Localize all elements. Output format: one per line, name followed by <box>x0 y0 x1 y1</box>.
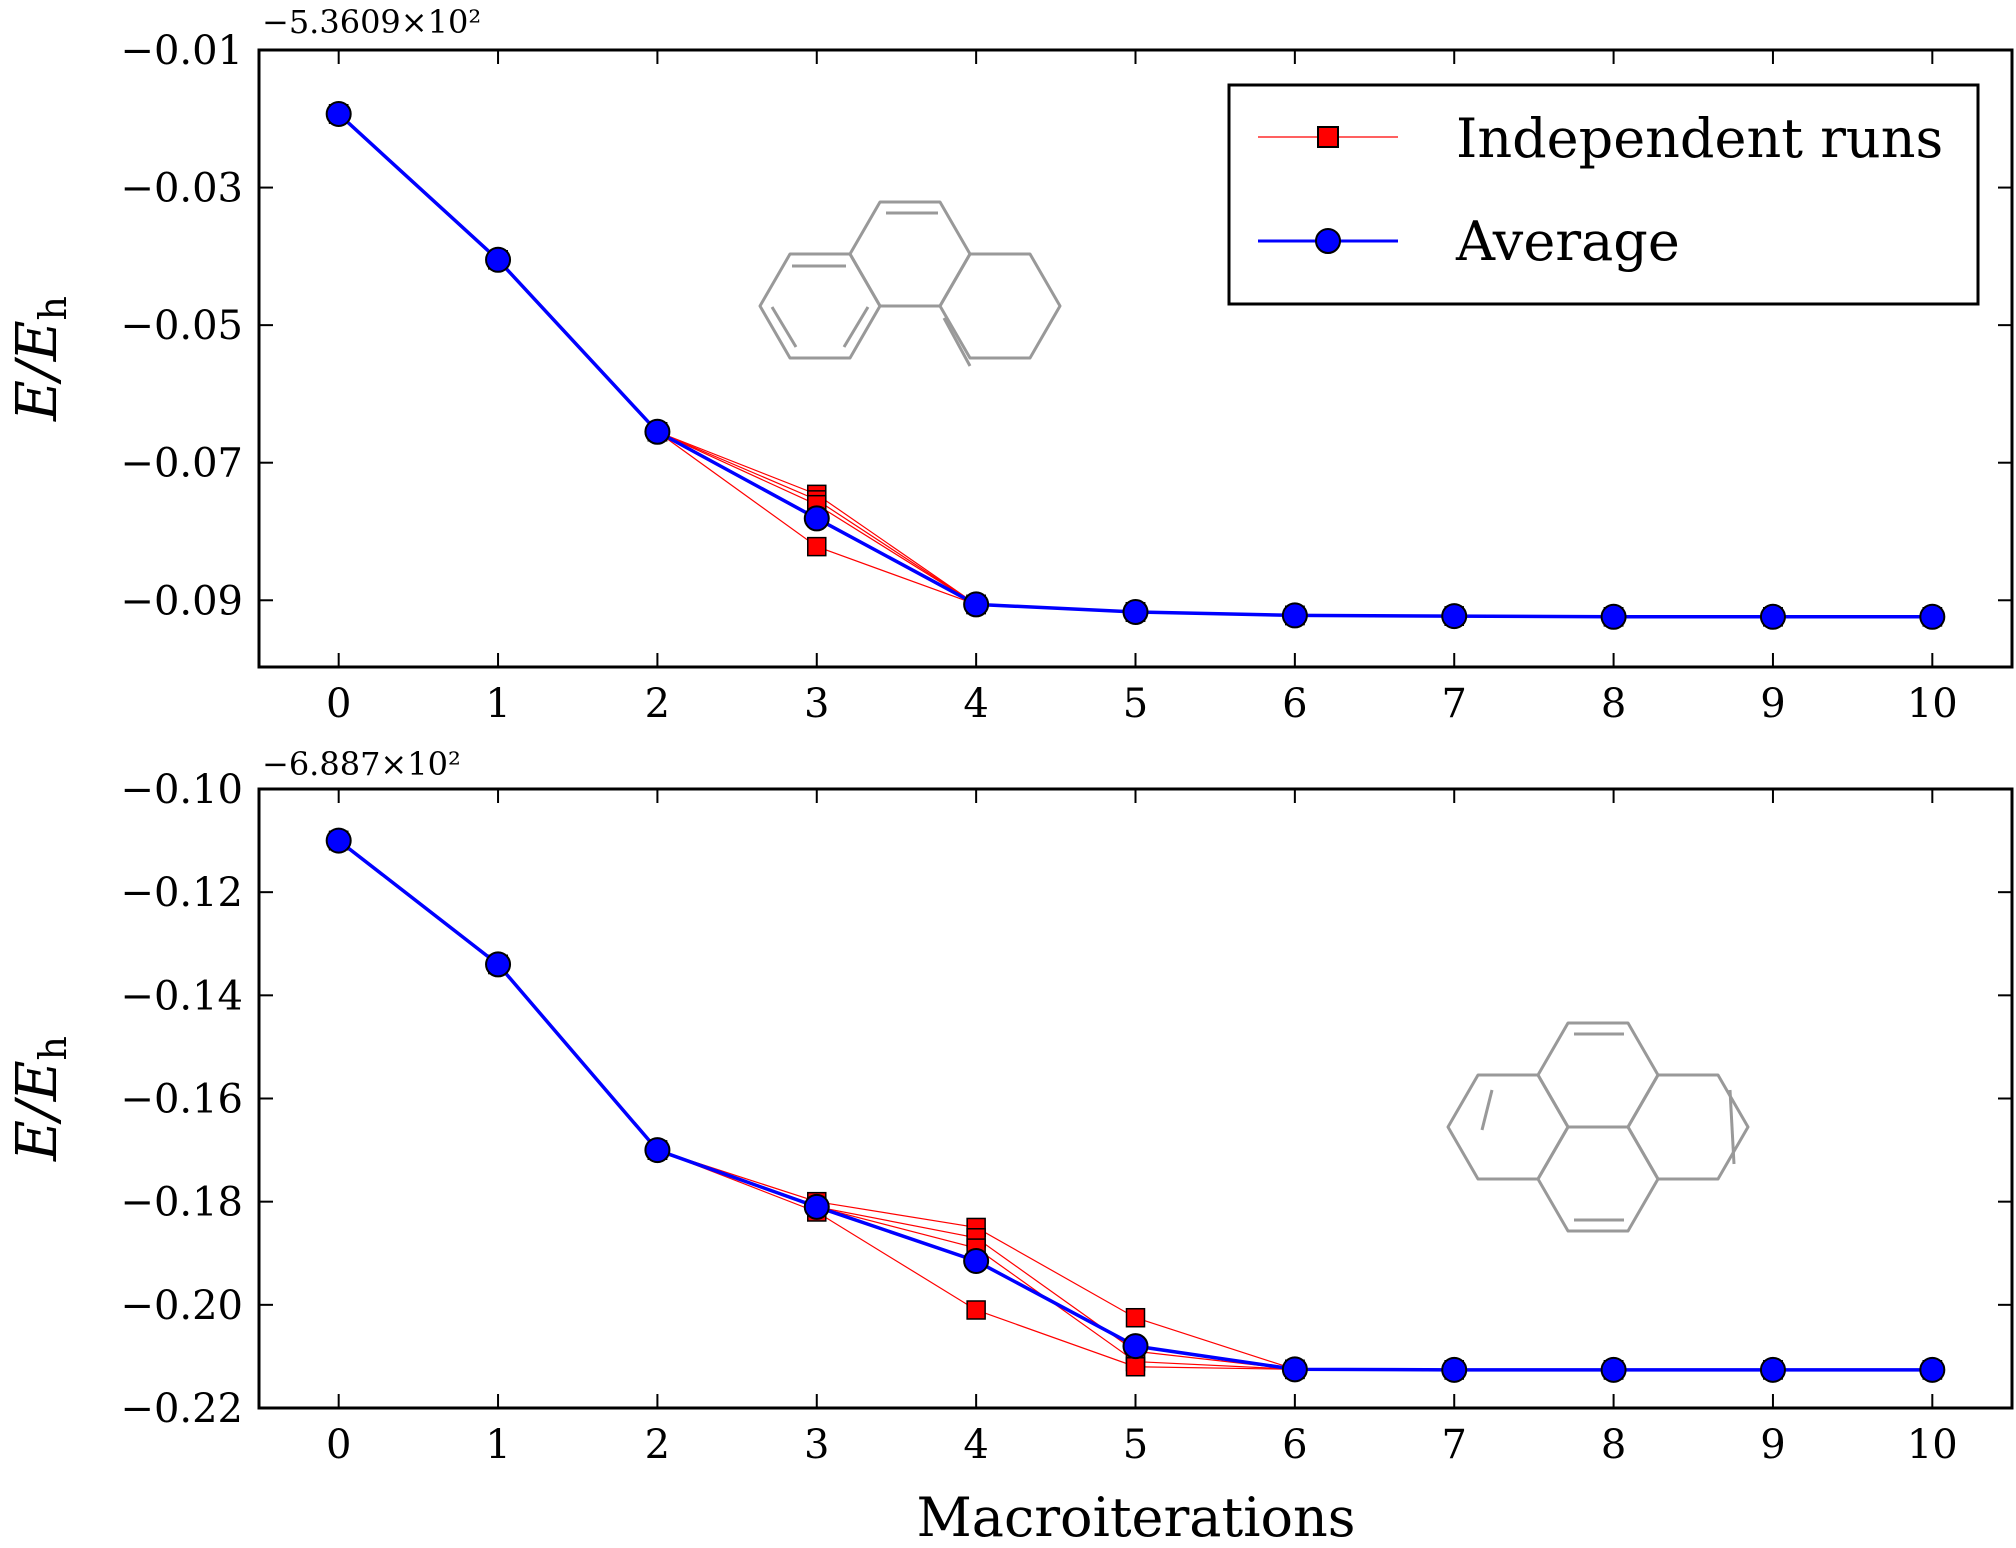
bottom-x-tick-label: 4 <box>963 1422 988 1468</box>
top-x-tick-label: 9 <box>1760 681 1785 727</box>
bottom-plot-content: 0 1 2 3 4 5 6 7 8 9 10 −0.10 −0.12 −0.14 −0.16 −0.18 −0.… <box>5 767 2014 1468</box>
top-panel: −5.3609×10² 0 1 2 3 4 5 6 7 8 9 10 −0.01 −0.03 −0.05 −… <box>5 3 2014 727</box>
bottom-average-point <box>1759 1356 1786 1383</box>
bottom-run-3-line <box>338 840 1933 1371</box>
legend-entry-average: Average <box>1258 210 1680 273</box>
bottom-run-1-point <box>1125 1307 1146 1328</box>
bottom-run-1-line <box>338 840 1933 1371</box>
phenanthrene-structure-icon <box>758 200 1062 367</box>
top-offset-label: −5.3609×10² <box>262 3 481 41</box>
top-y-tick-label: −0.07 <box>120 441 243 487</box>
top-x-tick-label: 4 <box>963 681 988 727</box>
bottom-average-point <box>1122 1333 1149 1360</box>
top-y-axis-label: E/Eh <box>5 296 75 422</box>
legend-square-marker-icon <box>1317 126 1339 148</box>
bottom-y-tick-label: −0.12 <box>120 870 243 916</box>
bottom-average-point <box>485 951 512 978</box>
bottom-run-4-line <box>338 840 1933 1371</box>
x-axis-label: Macroiterations <box>917 1486 1356 1543</box>
legend-circle-marker-icon <box>1315 228 1341 254</box>
top-x-tick-label: 0 <box>326 681 351 727</box>
legend-entry-runs: Independent runs <box>1258 107 1943 170</box>
bottom-y-tick-label: −0.22 <box>120 1386 243 1432</box>
bottom-x-tick-label: 0 <box>326 1422 351 1468</box>
bottom-average-point <box>325 827 352 854</box>
bottom-x-tick-label: 9 <box>1760 1422 1785 1468</box>
bottom-x-tick-label: 6 <box>1282 1422 1307 1468</box>
top-x-tick-label: 6 <box>1282 681 1307 727</box>
bottom-y-tick-label: −0.18 <box>120 1180 243 1226</box>
top-y-tick-label: −0.05 <box>120 303 243 349</box>
bottom-y-tick-label: −0.14 <box>120 973 243 1019</box>
top-y-tick-label: −0.09 <box>120 578 243 624</box>
top-average-point <box>803 505 830 532</box>
bottom-x-tick-label: 3 <box>804 1422 829 1468</box>
bottom-x-tick-label: 7 <box>1442 1422 1467 1468</box>
bottom-average-point <box>1281 1356 1308 1383</box>
top-x-tick-label: 7 <box>1442 681 1467 727</box>
bottom-offset-label: −6.887×10² <box>262 745 461 783</box>
bottom-average-point <box>1600 1356 1627 1383</box>
bottom-y-axis-label: E/Eh <box>5 1036 75 1162</box>
top-x-tick-label: 5 <box>1123 681 1148 727</box>
top-y-tick-label: −0.01 <box>120 28 243 74</box>
top-average-point <box>1759 603 1786 630</box>
bottom-average-line <box>337 839 1933 1372</box>
bottom-panel: −6.887×10² 0 1 2 3 4 5 6 7 8 9 10 −0.10 −0.12 −0.14 −0… <box>5 745 2014 1468</box>
bottom-average-point <box>644 1137 671 1164</box>
top-average-point <box>325 100 352 127</box>
top-average-point <box>644 418 671 445</box>
top-average-point <box>1281 602 1308 629</box>
top-x-tick-label: 1 <box>485 681 510 727</box>
bottom-x-tick-label: 10 <box>1907 1422 1958 1468</box>
legend-label-average: Average <box>1455 210 1680 273</box>
top-x-tick-label: 10 <box>1907 681 1958 727</box>
bottom-run-2-line <box>338 840 1933 1371</box>
triphenylene-structure-icon <box>1446 1021 1750 1233</box>
top-plot-content: 0 1 2 3 4 5 6 7 8 9 10 −0.01 −0.03 −0.05 −0.07 −0.09 E/E… <box>5 28 2014 727</box>
top-run-4-point <box>807 536 827 557</box>
top-y-tick-label: −0.03 <box>120 166 243 212</box>
top-average-point <box>1600 603 1627 630</box>
bottom-y-tick-label: −0.16 <box>120 1077 243 1123</box>
top-average-point <box>1441 603 1468 630</box>
top-x-tick-label: 2 <box>645 681 670 727</box>
bottom-x-tick-label: 8 <box>1601 1422 1626 1468</box>
bottom-average-point <box>803 1193 830 1220</box>
legend-label-runs: Independent runs <box>1456 107 1943 170</box>
bottom-y-tick-label: −0.20 <box>120 1283 243 1329</box>
top-average-point <box>963 591 990 618</box>
top-average-point <box>1919 603 1946 630</box>
bottom-average-point <box>1441 1356 1468 1383</box>
top-average-point <box>1122 598 1149 625</box>
bottom-run-4-point <box>1125 1356 1146 1377</box>
legend-frame <box>1227 83 1980 306</box>
legend: Independent runs Average <box>1227 83 1980 306</box>
top-y-axis-label-subscript: h <box>31 296 75 320</box>
bottom-y-axis-label-subscript: h <box>31 1036 75 1060</box>
bottom-x-tick-label: 1 <box>485 1422 510 1468</box>
top-average-point <box>485 246 512 273</box>
bottom-average-point <box>963 1247 990 1274</box>
top-x-tick-label: 8 <box>1601 681 1626 727</box>
bottom-y-tick-label: −0.10 <box>120 767 243 813</box>
top-x-tick-label: 3 <box>804 681 829 727</box>
bottom-x-tick-label: 5 <box>1123 1422 1148 1468</box>
bottom-run-4-point <box>966 1300 986 1320</box>
bottom-average-point <box>1919 1356 1946 1383</box>
bottom-x-tick-label: 2 <box>645 1422 670 1468</box>
